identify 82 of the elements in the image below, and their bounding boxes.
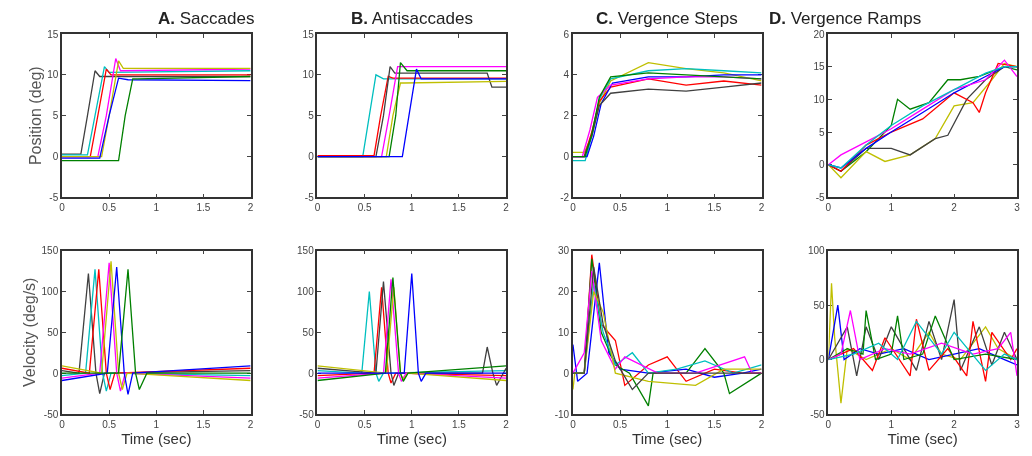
y-tick-label: 50 bbox=[47, 326, 59, 338]
y-tick-label: 100 bbox=[807, 245, 826, 257]
y-tick-label: 4 bbox=[563, 69, 570, 81]
y-tick-label: -10 bbox=[554, 408, 570, 420]
x-tick-label: 1 bbox=[408, 202, 415, 214]
chart-title: D. Vergence Ramps bbox=[769, 9, 922, 28]
y-tick-label: 100 bbox=[41, 285, 59, 297]
x-tick-label: 0.5 bbox=[613, 202, 628, 214]
x-axis-title: Time (sec) bbox=[376, 429, 447, 447]
x-tick-label: 1 bbox=[153, 202, 160, 214]
y-tick-label: 10 bbox=[558, 326, 570, 338]
x-axis-title: Time (sec) bbox=[887, 429, 958, 447]
y-tick-label: 20 bbox=[813, 28, 826, 40]
line-series bbox=[572, 290, 762, 391]
line-series bbox=[828, 320, 1017, 372]
x-tick-label: 1.5 bbox=[196, 418, 211, 430]
y-tick-label: 0 bbox=[563, 151, 570, 163]
y-tick-label: 150 bbox=[41, 245, 59, 257]
x-tick-label: 1.5 bbox=[451, 418, 467, 430]
y-tick-label: 2 bbox=[563, 110, 570, 122]
x-tick-label: 3 bbox=[1014, 202, 1021, 214]
y-tick-label: 10 bbox=[47, 69, 59, 81]
y-tick-label: 5 bbox=[308, 110, 315, 122]
y-tick-label: 50 bbox=[813, 299, 826, 311]
x-tick-label: 1.5 bbox=[707, 202, 722, 214]
x-tick-label: 1 bbox=[888, 202, 895, 214]
y-tick-label: 20 bbox=[558, 285, 570, 297]
x-tick-label: 0.5 bbox=[102, 202, 117, 214]
y-tick-label: 0 bbox=[308, 367, 315, 379]
x-tick-label: 2 bbox=[951, 202, 958, 214]
x-tick-label: 1 bbox=[408, 418, 415, 430]
x-tick-label: 3 bbox=[1014, 418, 1021, 430]
y-tick-label: 0 bbox=[819, 159, 826, 171]
x-tick-label: 2 bbox=[758, 202, 765, 214]
y-tick-label: 0 bbox=[308, 151, 315, 163]
y-axis-title: Position (deg) bbox=[26, 66, 44, 166]
x-tick-label: 1 bbox=[153, 418, 160, 430]
y-tick-label: 10 bbox=[813, 93, 826, 105]
y-tick-label: 5 bbox=[52, 110, 59, 122]
x-tick-label: 1.5 bbox=[196, 202, 211, 214]
chart-title: A. Saccades bbox=[158, 9, 255, 28]
y-tick-label: 0 bbox=[52, 367, 59, 379]
y-tick-label: -5 bbox=[815, 191, 826, 203]
x-tick-label: 1 bbox=[888, 418, 895, 430]
y-tick-label: 0 bbox=[52, 151, 59, 163]
x-axis-title: Time (sec) bbox=[121, 429, 192, 447]
x-tick-label: 1 bbox=[664, 202, 671, 214]
x-tick-label: 2 bbox=[503, 202, 510, 214]
y-tick-label: 0 bbox=[563, 367, 570, 379]
x-tick-label: 2 bbox=[951, 418, 958, 430]
y-tick-label: 15 bbox=[302, 28, 315, 40]
y-tick-label: -2 bbox=[560, 191, 570, 203]
y-tick-label: 10 bbox=[302, 69, 315, 81]
x-tick-label: 0.5 bbox=[613, 418, 628, 430]
x-axis-title: Time (sec) bbox=[632, 429, 703, 447]
y-tick-label: -50 bbox=[43, 408, 59, 420]
y-tick-label: -5 bbox=[49, 191, 59, 203]
y-tick-label: 50 bbox=[302, 326, 315, 338]
x-tick-label: 1.5 bbox=[451, 202, 467, 214]
x-tick-label: 2 bbox=[247, 418, 254, 430]
y-tick-label: 15 bbox=[47, 28, 59, 40]
x-tick-label: 2 bbox=[758, 418, 765, 430]
x-tick-label: 1 bbox=[664, 418, 671, 430]
x-tick-label: 0.5 bbox=[357, 418, 372, 430]
y-tick-label: 150 bbox=[297, 245, 315, 257]
y-tick-label: 0 bbox=[819, 354, 826, 366]
x-tick-label: 2 bbox=[503, 418, 510, 430]
y-tick-label: 100 bbox=[297, 285, 315, 297]
x-tick-label: 0.5 bbox=[102, 418, 117, 430]
x-tick-label: 1.5 bbox=[707, 418, 722, 430]
x-tick-label: 2 bbox=[247, 202, 254, 214]
y-tick-label: -50 bbox=[810, 408, 826, 420]
y-tick-label: 5 bbox=[819, 126, 826, 138]
y-tick-label: -50 bbox=[299, 408, 315, 420]
chart-title: B. Antisaccades bbox=[351, 9, 473, 28]
y-axis-title: Velocity (deg/s) bbox=[20, 277, 38, 387]
y-tick-label: -5 bbox=[304, 191, 315, 203]
y-tick-label: 30 bbox=[558, 245, 570, 257]
chart-title: C. Vergence Steps bbox=[596, 9, 738, 28]
y-tick-label: 15 bbox=[813, 61, 826, 73]
x-tick-label: 0.5 bbox=[357, 202, 372, 214]
y-tick-label: 6 bbox=[563, 28, 570, 40]
